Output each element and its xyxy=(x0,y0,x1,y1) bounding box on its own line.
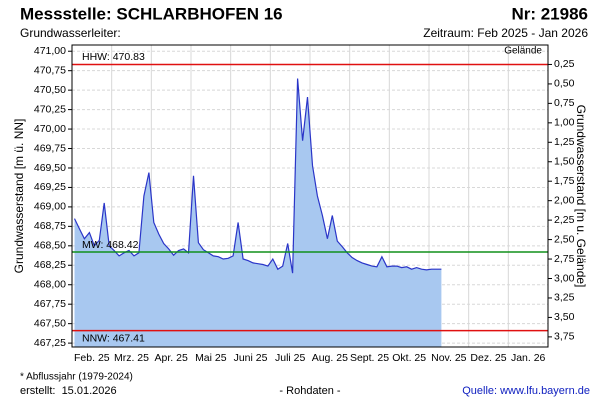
y-tick-label: 468,75 xyxy=(34,220,66,232)
footer-status: - Rohdaten - xyxy=(279,385,340,397)
footer-created: erstellt: 15.01.2026 xyxy=(20,385,117,397)
footer-source: Quelle: www.lfu.bayern.de xyxy=(462,385,590,397)
y-tick-label: 470,50 xyxy=(34,84,66,96)
y-tick-label: 470,75 xyxy=(34,64,66,76)
reference-label: NNW: 467.41 xyxy=(82,332,145,344)
y2-tick-label: 0,50 xyxy=(554,78,575,90)
y2-tick-label: 1,75 xyxy=(554,175,575,187)
y-tick-label: 467,50 xyxy=(34,317,66,329)
chart-title: Messstelle: SCHLARBHOFEN 16 xyxy=(20,4,283,23)
x-tick-label: Juni 25 xyxy=(234,352,268,364)
data-line xyxy=(73,78,442,274)
y-tick-label: 470,25 xyxy=(34,103,66,115)
y-tick-label: 471,00 xyxy=(34,45,66,57)
y-tick-label: 468,25 xyxy=(34,259,66,271)
x-tick-label: Juli 25 xyxy=(275,352,306,364)
x-tick-label: Feb. 25 xyxy=(74,352,110,364)
y2-tick-label: 0,25 xyxy=(554,58,575,70)
y-tick-label: 469,75 xyxy=(34,142,66,154)
x-tick-label: Apr. 25 xyxy=(155,352,188,364)
x-tick-label: Mai 25 xyxy=(195,352,227,364)
y2-tick-label: 0,75 xyxy=(554,97,575,109)
station-number: Nr: 21986 xyxy=(511,4,588,23)
y2-tick-label: Gelände xyxy=(504,46,542,57)
x-tick-label: Jan. 26 xyxy=(511,352,546,364)
y2-tick-label: 2,50 xyxy=(554,233,575,245)
reference-label: MW: 468.42 xyxy=(82,239,139,251)
y-tick-label: 469,00 xyxy=(34,201,66,213)
y2-tick-label: 3,25 xyxy=(554,292,575,304)
y-tick-label: 468,50 xyxy=(34,240,66,252)
x-tick-label: Aug. 25 xyxy=(312,352,348,364)
y2-tick-label: 2,75 xyxy=(554,253,575,265)
footer-note: * Abflussjahr (1979-2024) xyxy=(20,372,133,383)
y2-tick-label: 1,50 xyxy=(554,156,575,168)
x-tick-label: Nov. 25 xyxy=(431,352,467,364)
reference-label: HHW: 470.83 xyxy=(82,51,145,63)
y2-tick-label: 3,00 xyxy=(554,272,575,284)
area-fill xyxy=(74,78,442,347)
subtitle: Grundwasserleiter: xyxy=(20,26,121,40)
period: Zeitraum: Feb 2025 - Jan 2026 xyxy=(423,26,588,40)
y2-tick-label: 1,25 xyxy=(554,136,575,148)
y2-tick-label: 2,00 xyxy=(554,194,575,206)
y-tick-label: 467,25 xyxy=(34,337,66,349)
y-tick-label: 468,00 xyxy=(34,279,66,291)
y2-tick-label: 3,75 xyxy=(554,331,575,343)
y-tick-label: 467,75 xyxy=(34,298,66,310)
plot-frame xyxy=(71,44,549,348)
y-tick-label: 470,00 xyxy=(34,123,66,135)
y-tick-label: 469,25 xyxy=(34,181,66,193)
y2-tick-label: 1,00 xyxy=(554,117,575,129)
x-tick-label: Dez. 25 xyxy=(470,352,506,364)
y2-axis-title: Grundwasserstand [m u. Gelände] xyxy=(574,105,588,288)
y-axis-title: Grundwasserstand [m ü. NN] xyxy=(12,119,26,274)
y-tick-label: 469,50 xyxy=(34,162,66,174)
y2-tick-label: 3,50 xyxy=(554,311,575,323)
x-tick-label: Okt. 25 xyxy=(392,352,426,364)
y2-tick-label: 2,25 xyxy=(554,214,575,226)
x-tick-label: Sept. 25 xyxy=(350,352,389,364)
x-tick-label: Mrz. 25 xyxy=(114,352,149,364)
